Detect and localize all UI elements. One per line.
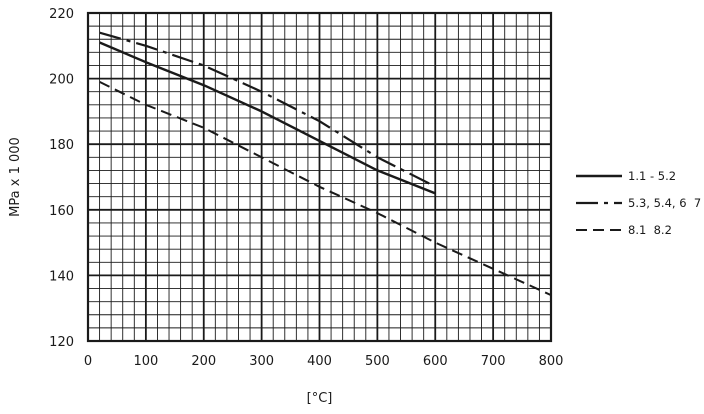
legend-label-2: 5.3, 5.4, 6 7: [628, 196, 701, 210]
legend-label-1: 1.1 - 5.2: [628, 169, 676, 183]
legend: 1.1 - 5.2 5.3, 5.4, 6 7 8.1 8.2: [576, 169, 701, 237]
y-tick-label: 180: [49, 138, 74, 153]
y-tick-label: 200: [49, 73, 74, 88]
y-tick-label: 140: [49, 269, 74, 284]
x-tick-label: 300: [249, 354, 274, 369]
x-tick-label: 0: [84, 354, 92, 369]
y-tick-label: 220: [49, 7, 74, 22]
x-tick-label: 400: [307, 354, 332, 369]
y-tick-labels: 120 140 160 180 200 220: [49, 7, 74, 350]
x-tick-label: 500: [365, 354, 390, 369]
x-tick-label: 700: [481, 354, 506, 369]
y-tick-label: 160: [49, 204, 74, 219]
x-tick-label: 600: [423, 354, 448, 369]
x-tick-label: 200: [191, 354, 216, 369]
series-line-1: [99, 41, 436, 195]
legend-label-3: 8.1 8.2: [628, 223, 672, 237]
y-axis-title: MPa x 1 000: [8, 137, 23, 217]
series-line-2: [99, 31, 430, 185]
series-line-3: [99, 81, 552, 297]
x-tick-labels: 0 100 200 300 400 500 600 700 800: [84, 354, 564, 369]
plot-frame: [86, 11, 553, 343]
series-layer: [99, 31, 552, 297]
y-tick-label: 120: [49, 335, 74, 350]
x-axis-title: [°C]: [307, 391, 333, 406]
x-tick-label: 800: [539, 354, 564, 369]
x-tick-label: 100: [133, 354, 158, 369]
